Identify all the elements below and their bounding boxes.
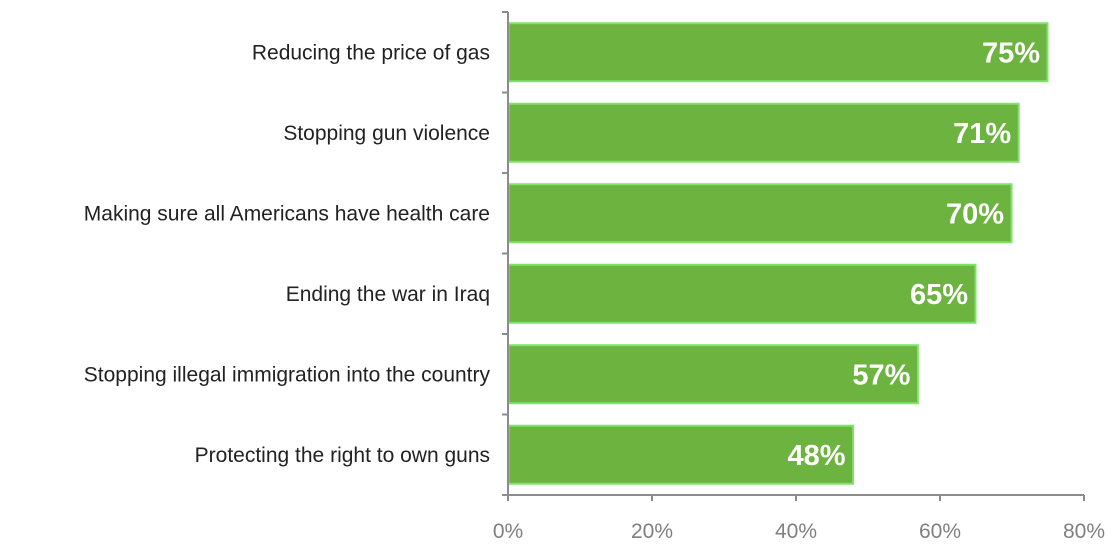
category-label: Reducing the price of gas	[252, 41, 490, 64]
data-label: 57%	[852, 359, 910, 391]
bar-4	[507, 263, 977, 324]
bar-6	[507, 424, 855, 485]
bars-layer	[507, 22, 1049, 485]
category-label: Making sure all Americans have health ca…	[84, 202, 490, 225]
category-label: Ending the war in Iraq	[286, 283, 490, 306]
data-label: 48%	[788, 440, 846, 472]
x-tick-label: 80%	[1063, 520, 1105, 543]
x-tick-label: 40%	[775, 520, 817, 543]
category-label: Protecting the right to own guns	[195, 444, 490, 467]
labels-layer: Reducing the price of gas 75% Stopping gun…	[84, 37, 1105, 543]
bar-3	[507, 183, 1013, 244]
x-tick-label: 0%	[493, 520, 523, 543]
data-label: 70%	[946, 198, 1004, 230]
bar-5	[507, 344, 919, 405]
x-tick-label: 60%	[919, 520, 961, 543]
category-label: Stopping illegal immigration into the co…	[84, 363, 491, 386]
data-label: 65%	[910, 279, 968, 311]
axes	[502, 11, 1085, 501]
bar-1	[507, 22, 1049, 83]
category-label: Stopping gun violence	[283, 122, 490, 145]
data-label: 75%	[982, 37, 1040, 69]
data-label: 71%	[953, 118, 1011, 150]
x-tick-label: 20%	[631, 520, 673, 543]
bar-2	[507, 102, 1020, 163]
